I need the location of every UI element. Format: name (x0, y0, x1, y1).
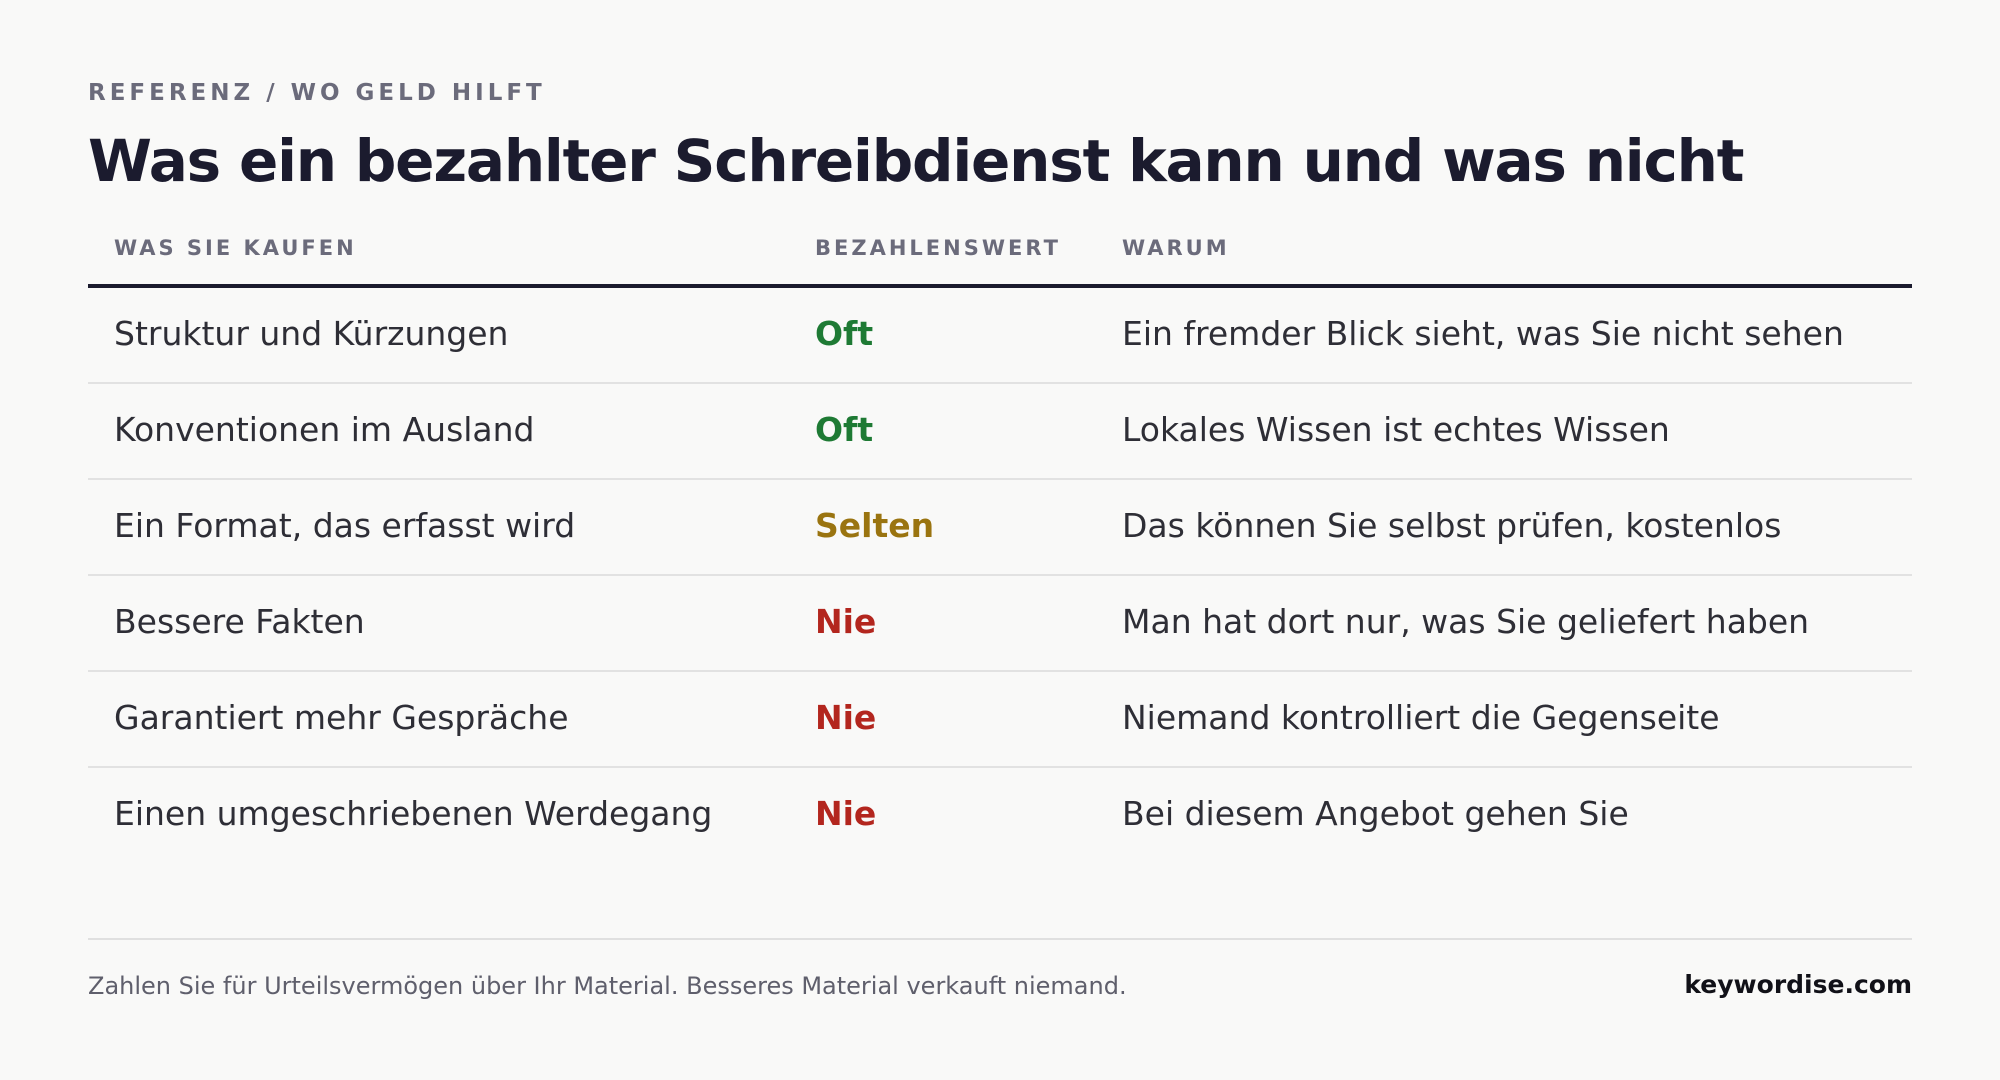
footer-divider (88, 938, 1912, 940)
table-body: Struktur und Kürzungen Oft Ein fremder B… (88, 288, 1912, 862)
brand-link[interactable]: keywordise.com (1684, 970, 1912, 999)
cell-rating: Nie (815, 794, 877, 833)
table-row: Garantiert mehr Gespräche Nie Niemand ko… (88, 672, 1912, 768)
table-row: Struktur und Kürzungen Oft Ein fremder B… (88, 288, 1912, 384)
footer-note: Zahlen Sie für Urteilsvermögen über Ihr … (88, 972, 1127, 1000)
cell-rating: Nie (815, 602, 877, 641)
reference-card: REFERENZ / WO GELD HILFT Was ein bezahlt… (88, 0, 1912, 1080)
cell-rating: Nie (815, 698, 877, 737)
cell-item: Garantiert mehr Gespräche (114, 698, 569, 737)
cell-reason: Bei diesem Angebot gehen Sie (1122, 794, 1629, 833)
cell-item: Ein Format, das erfasst wird (114, 506, 576, 545)
header-why: WARUM (1122, 236, 1230, 260)
table-row: Bessere Fakten Nie Man hat dort nur, was… (88, 576, 1912, 672)
cell-reason: Ein fremder Blick sieht, was Sie nicht s… (1122, 314, 1844, 353)
cell-reason: Lokales Wissen ist echtes Wissen (1122, 410, 1670, 449)
cell-rating: Selten (815, 506, 935, 545)
header-worth-paying: BEZAHLENSWERT (815, 236, 1061, 260)
table-header: WAS SIE KAUFEN BEZAHLENSWERT WARUM (88, 232, 1912, 288)
page-title: Was ein bezahlter Schreibdienst kann und… (88, 127, 1744, 195)
cell-reason: Niemand kontrolliert die Gegenseite (1122, 698, 1720, 737)
cell-item: Konventionen im Ausland (114, 410, 535, 449)
cell-rating: Oft (815, 410, 874, 449)
cell-reason: Das können Sie selbst prüfen, kostenlos (1122, 506, 1782, 545)
table-row: Konventionen im Ausland Oft Lokales Wiss… (88, 384, 1912, 480)
cell-item: Bessere Fakten (114, 602, 365, 641)
cell-item: Einen umgeschriebenen Werdegang (114, 794, 713, 833)
header-what-you-buy: WAS SIE KAUFEN (114, 236, 357, 260)
table-row: Einen umgeschriebenen Werdegang Nie Bei … (88, 768, 1912, 862)
cell-item: Struktur und Kürzungen (114, 314, 509, 353)
eyebrow-label: REFERENZ / WO GELD HILFT (88, 80, 546, 106)
table-row: Ein Format, das erfasst wird Selten Das … (88, 480, 1912, 576)
cell-reason: Man hat dort nur, was Sie geliefert habe… (1122, 602, 1810, 641)
cell-rating: Oft (815, 314, 874, 353)
